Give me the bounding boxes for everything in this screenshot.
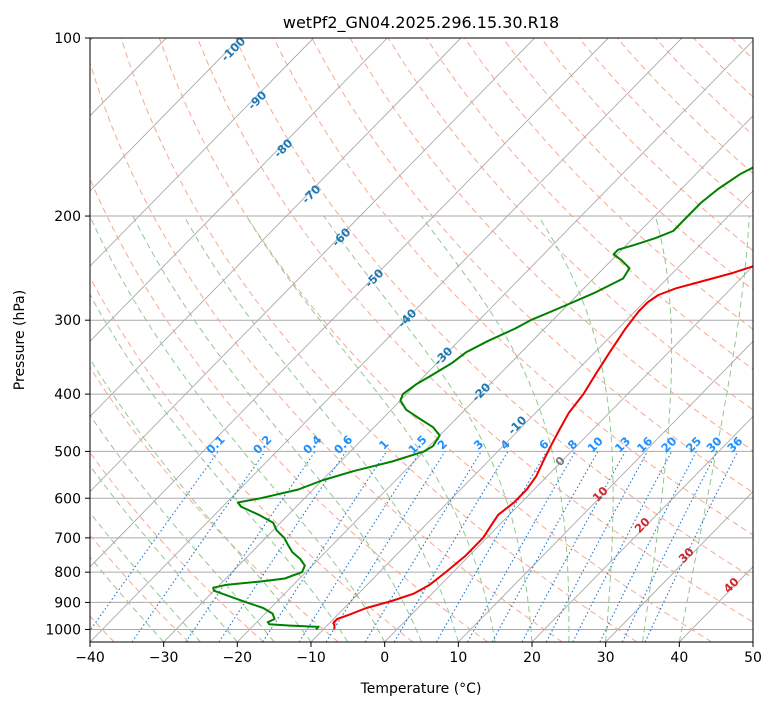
isotherm-line xyxy=(237,115,753,642)
mixing-ratio-line xyxy=(491,451,599,642)
x-tick-label: −30 xyxy=(149,650,179,666)
moist-adiabat-line xyxy=(90,464,238,642)
y-tick-label: 1000 xyxy=(45,622,81,638)
x-tick-label: −20 xyxy=(223,650,253,666)
isotherm-line xyxy=(90,38,609,568)
dewpoint-profile xyxy=(212,166,753,631)
isotherm-line xyxy=(310,190,753,642)
mixing-ratio-line xyxy=(185,451,316,642)
moist-adiabat-line xyxy=(678,215,750,642)
chart-title: wetPf2_GN04.2025.296.15.30.R18 xyxy=(283,13,559,33)
isotherm-line xyxy=(384,265,753,642)
moist-adiabat-line xyxy=(420,215,570,642)
x-axis-ticks: −40 −30 −20 −10 0 10 20 30 40 50 xyxy=(75,642,762,666)
dry-adiabat-line xyxy=(311,38,753,494)
mixing-ratio-line xyxy=(364,451,482,642)
isotherm-line xyxy=(531,415,753,642)
y-tick-label: 200 xyxy=(54,209,81,225)
y-axis-label: Pressure (hPa) xyxy=(12,290,28,390)
dry-adiabat-line xyxy=(158,38,712,642)
dry-adiabat-line xyxy=(90,366,339,642)
isotherm-line xyxy=(90,38,388,342)
mixing-ratio-line xyxy=(298,451,421,642)
x-tick-label: 10 xyxy=(449,650,467,666)
x-tick-label: 20 xyxy=(523,650,541,666)
dry-adiabat-line xyxy=(120,38,638,642)
moist-adiabat-line xyxy=(537,215,614,642)
mixing-ratio-line xyxy=(218,451,347,642)
moist-adiabat-line xyxy=(323,215,533,642)
dry-adiabat-line xyxy=(90,177,488,642)
x-tick-label: −10 xyxy=(296,650,326,666)
dry-adiabat-line xyxy=(235,38,753,579)
plot-frame xyxy=(89,37,754,643)
x-tick-label: 0 xyxy=(380,650,389,666)
x-axis-label: Temperature (°C) xyxy=(360,681,482,697)
y-axis-ticks: 100 200 300 400 500 600 700 800 900 1000 xyxy=(45,31,90,638)
mixing-ratio-line xyxy=(90,451,219,632)
isotherm-line xyxy=(90,38,314,267)
isotherm-line xyxy=(90,38,535,493)
y-tick-label: 600 xyxy=(54,491,81,507)
mixing-ratio-line xyxy=(621,451,718,642)
moist-adiabat-line xyxy=(90,293,349,642)
dry-adiabat-line xyxy=(90,451,264,642)
isotherms xyxy=(90,38,753,642)
isotherm-line xyxy=(163,39,753,642)
mixing-ratio-line xyxy=(131,451,266,642)
dry-adiabat-line xyxy=(349,38,753,452)
dry-adiabat-line xyxy=(196,38,753,623)
moist-adiabat-line xyxy=(642,215,673,642)
profile-series xyxy=(212,166,753,631)
isotherm-line xyxy=(90,38,462,418)
mixing-ratio-line xyxy=(599,451,697,642)
x-tick-label: −40 xyxy=(75,650,105,666)
mixing-ratio-line xyxy=(467,451,576,642)
isotherm-line xyxy=(458,340,753,642)
dry-adiabat-line xyxy=(90,61,563,642)
y-tick-label: 700 xyxy=(54,531,81,547)
isotherm-line xyxy=(90,38,241,192)
moist-adiabat-line xyxy=(183,215,459,642)
mixing-ratio-lines xyxy=(90,451,739,642)
y-tick-label: 400 xyxy=(54,387,81,403)
moist-adiabat-line xyxy=(90,215,386,642)
y-tick-label: 100 xyxy=(54,31,81,47)
moist-adiabats xyxy=(90,215,750,642)
dry-adiabat-line xyxy=(425,38,753,370)
moist-adiabat-line xyxy=(90,358,312,642)
y-tick-label: 300 xyxy=(54,313,81,329)
isotherm-line xyxy=(605,491,753,642)
dry-adiabat-line xyxy=(387,38,753,411)
x-tick-label: 50 xyxy=(744,650,762,666)
y-tick-label: 500 xyxy=(54,444,81,460)
y-tick-label: 900 xyxy=(54,595,81,611)
moist-adiabat-line xyxy=(90,414,275,642)
mixing-ratio-line xyxy=(521,451,626,642)
y-tick-label: 800 xyxy=(54,565,81,581)
moist-adiabat-line xyxy=(245,215,496,642)
mixing-ratio-line xyxy=(262,451,388,642)
temperature-profile xyxy=(332,265,753,630)
x-tick-label: 40 xyxy=(670,650,688,666)
isotherm-line xyxy=(90,38,683,642)
x-tick-label: 30 xyxy=(597,650,615,666)
moist-adiabat-line xyxy=(132,215,422,642)
